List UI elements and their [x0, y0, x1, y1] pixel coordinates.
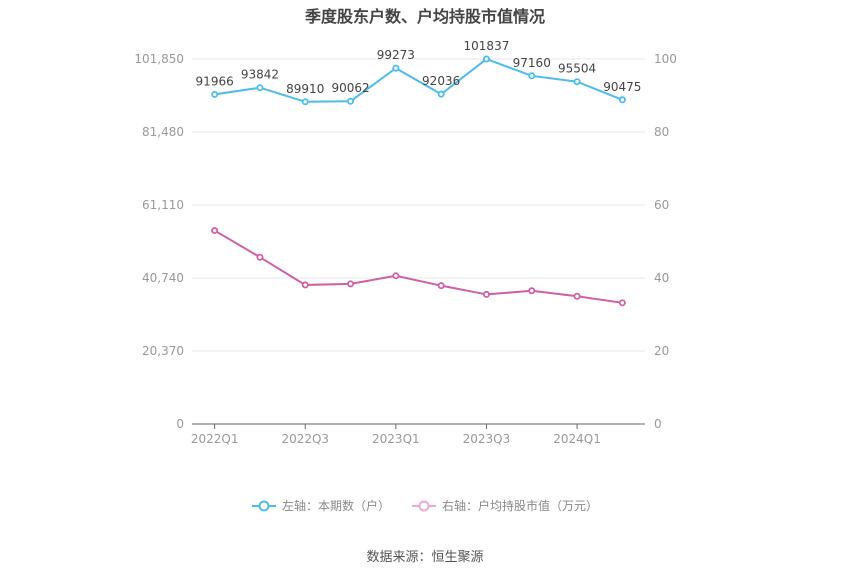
right-axis-tick-label: 20 — [654, 344, 669, 358]
data-point — [256, 253, 264, 261]
left-axis-tick-label: 81,480 — [142, 125, 184, 139]
data-label: 91966 — [196, 74, 234, 88]
left-axis-tick-label: 61,110 — [142, 198, 184, 212]
data-label: 97160 — [513, 56, 551, 70]
legend-label-avg-value: 右轴：户均持股市值（万元） — [442, 499, 599, 513]
data-point — [437, 90, 445, 98]
data-point — [347, 280, 355, 288]
legend-label-holders: 左轴：本期数（户） — [281, 499, 390, 513]
grid-lines — [192, 58, 645, 352]
right-axis-tick-label: 60 — [654, 198, 669, 212]
right-axis: 0 20 40 60 80 100 — [654, 52, 677, 431]
series-holders: 91966 93842 89910 90062 99273 92036 1018379716… — [196, 39, 641, 106]
left-axis-tick-label: 0 — [176, 417, 184, 431]
data-point — [256, 84, 264, 92]
data-label: 95504 — [558, 62, 596, 76]
x-axis-tick-label: 2024Q1 — [553, 432, 601, 446]
x-axis: 2022Q1 2022Q3 2023Q1 2023Q3 2024Q1 — [191, 423, 645, 446]
series-avg-value — [211, 227, 626, 307]
data-point — [211, 227, 219, 235]
data-label: 101837 — [464, 39, 510, 53]
data-source: 数据来源：恒生聚源 — [366, 550, 484, 565]
data-point — [528, 287, 536, 295]
x-axis-tick-label: 2022Q1 — [191, 432, 239, 446]
legend-line-circle-icon — [251, 500, 276, 511]
series-line — [214, 57, 623, 103]
data-point — [301, 281, 309, 289]
x-axis-tick-label: 2022Q3 — [281, 432, 329, 446]
data-label: 90475 — [603, 80, 641, 94]
data-point — [392, 64, 400, 72]
line-chart: 0 20,370 40,740 61,110 81,480 101,850 0 20 40 60… — [134, 39, 677, 446]
data-point — [482, 55, 490, 63]
x-axis-tick-label: 2023Q1 — [372, 432, 420, 446]
left-axis-tick-label: 101,850 — [134, 52, 184, 66]
left-axis: 0 20,370 40,740 61,110 81,480 101,850 — [134, 52, 184, 431]
right-axis-tick-label: 40 — [654, 271, 669, 285]
data-point — [618, 96, 626, 104]
data-label: 90062 — [331, 81, 369, 95]
data-point — [211, 90, 219, 98]
data-label: 89910 — [286, 82, 324, 96]
data-point — [437, 282, 445, 290]
legend-item-avg-value[interactable]: 右轴：户均持股市值（万元） — [412, 497, 598, 514]
data-point — [573, 78, 581, 86]
legend-item-holders[interactable]: 左轴：本期数（户） — [251, 497, 390, 514]
right-axis-tick-label: 100 — [654, 52, 677, 66]
x-axis-tick-label: 2023Q3 — [463, 432, 511, 446]
series-line — [214, 229, 623, 304]
data-point — [347, 97, 355, 105]
chart-title: 季度股东户数、户均持股市值情况 — [304, 7, 545, 26]
left-axis-tick-label: 20,370 — [142, 344, 184, 358]
data-point — [392, 272, 400, 280]
data-label: 99273 — [377, 48, 415, 62]
legend: 左轴：本期数（户） 右轴：户均持股市值（万元） — [0, 497, 850, 514]
data-point — [528, 72, 536, 80]
legend-line-circle-icon — [412, 500, 436, 511]
data-point — [618, 299, 626, 307]
left-axis-tick-label: 40,740 — [142, 271, 184, 285]
data-point — [301, 98, 309, 106]
data-point — [482, 290, 490, 298]
right-axis-tick-label: 0 — [654, 417, 662, 431]
data-point — [573, 292, 581, 300]
data-label: 93842 — [241, 68, 279, 82]
data-label: 92036 — [422, 74, 460, 88]
right-axis-tick-label: 80 — [654, 125, 669, 139]
